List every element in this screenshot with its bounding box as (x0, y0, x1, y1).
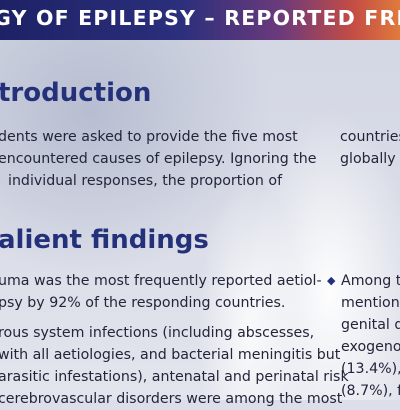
findings-right-column-line-4: exogenou (341, 339, 400, 355)
findings-text-line-2: psy by 92% of the responding countries. (0, 295, 286, 311)
findings-right-column-line-1: Among th (341, 273, 400, 289)
intro-text-line-1: dents were asked to provide the five mos… (0, 129, 298, 145)
introduction-heading: troduction (0, 78, 152, 108)
section-header-bar: GY OF EPILEPSY – REPORTED FREQUENC (0, 0, 400, 40)
findings-text-line-5: arasitic infestations), antenatal and pe… (0, 369, 349, 385)
bullet-diamond-icon: ◆ (327, 274, 336, 287)
intro-right-column-line-2: globally a (340, 151, 400, 167)
findings-text-line-3: rous system infections (including absces… (0, 325, 315, 341)
intro-text-line-2: encountered causes of epilepsy. Ignoring… (0, 151, 317, 167)
findings-right-column-line-6: (8.7%), f (341, 383, 400, 399)
salient-findings-heading: alient findings (0, 225, 209, 255)
intro-text-line-3: individual responses, the proportion of (8, 173, 283, 189)
findings-right-column-line-2: mentione (341, 295, 400, 311)
findings-text-line-1: uma was the most frequently reported aet… (0, 273, 322, 289)
intro-right-column-line-1: countries (340, 129, 400, 145)
findings-right-column-line-3: genital de (341, 317, 400, 333)
findings-text-line-6: cerebrovascular disorders were among the… (0, 391, 343, 407)
findings-right-column-line-5: (13.4%), (341, 361, 400, 377)
findings-text-line-4: with all aetiologies, and bacterial meni… (0, 347, 341, 363)
section-header-title: GY OF EPILEPSY – REPORTED FREQUENC (0, 6, 400, 30)
page-background (0, 0, 400, 400)
